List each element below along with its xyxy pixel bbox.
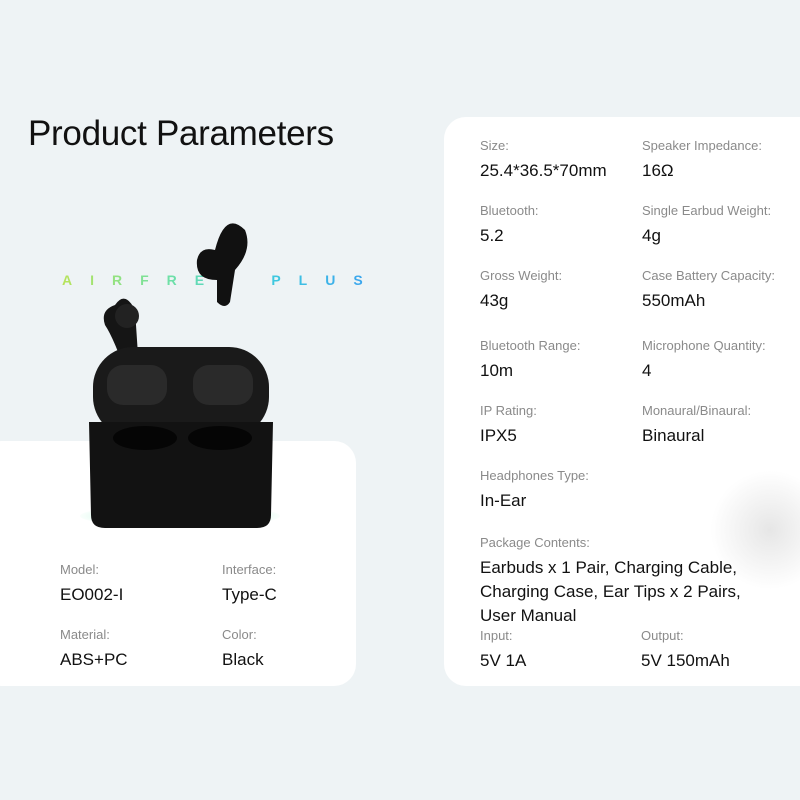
spec-value: 10m xyxy=(480,361,514,380)
spec-field: Output: 5V 150mAh xyxy=(641,628,730,673)
spec-field: Material: ABS+PC xyxy=(60,627,128,672)
page-title: Product Parameters xyxy=(28,114,334,153)
spec-field: Input: 5V 1A xyxy=(480,628,526,673)
spec-label: Speaker Impedance: xyxy=(642,138,762,153)
spec-value: Binaural xyxy=(642,426,705,445)
spec-label: Monaural/Binaural: xyxy=(642,403,752,418)
spec-value: ABS+PC xyxy=(60,650,128,669)
spec-label: Gross Weight: xyxy=(480,268,563,283)
spec-label: Bluetooth Range: xyxy=(480,338,581,353)
spec-label: Size: xyxy=(480,138,509,153)
spec-field: Bluetooth Range: 10m xyxy=(480,338,580,383)
spec-label: IP Rating: xyxy=(480,403,537,418)
spec-value: IPX5 xyxy=(480,426,517,445)
spec-label: Bluetooth: xyxy=(480,203,539,218)
spec-value: 25.4*36.5*70mm xyxy=(480,161,607,180)
spec-field: Gross Weight: 43g xyxy=(480,268,562,313)
spec-label: Color: xyxy=(222,627,257,642)
spec-value: 550mAh xyxy=(642,291,706,310)
spec-value: 4 xyxy=(642,361,652,380)
spec-field: Case Battery Capacity: 550mAh xyxy=(642,268,775,313)
spec-field: Bluetooth: 5.2 xyxy=(480,203,539,248)
spec-label: Input: xyxy=(480,628,513,643)
spec-label: Model: xyxy=(60,562,100,577)
spec-label: Single Earbud Weight: xyxy=(642,203,772,218)
spec-value: 16Ω xyxy=(642,161,674,180)
spec-field: Color: Black xyxy=(222,627,264,672)
spec-label: Microphone Quantity: xyxy=(642,338,766,353)
spec-card-right xyxy=(444,117,800,686)
spec-field: IP Rating: IPX5 xyxy=(480,403,537,448)
spec-field: Interface: Type-C xyxy=(222,562,277,607)
spec-value: EO002-I xyxy=(60,585,124,604)
spec-field: Single Earbud Weight: 4g xyxy=(642,203,771,248)
spec-label: Case Battery Capacity: xyxy=(642,268,775,283)
spec-value: 5.2 xyxy=(480,226,504,245)
spec-field: Size: 25.4*36.5*70mm xyxy=(480,138,607,183)
spec-label: Output: xyxy=(641,628,684,643)
spec-value: 5V 1A xyxy=(480,651,527,670)
spec-value: Earbuds x 1 Pair, Charging Cable, Chargi… xyxy=(480,558,741,625)
spec-label: Interface: xyxy=(222,562,277,577)
spec-value: 5V 150mAh xyxy=(641,651,730,670)
earbuds-product-image xyxy=(89,223,273,528)
spec-label: Material: xyxy=(60,627,110,642)
spec-value: Black xyxy=(222,650,264,669)
spec-value: In-Ear xyxy=(480,491,527,510)
spec-label: Headphones Type: xyxy=(480,468,589,483)
brand-logo: AIRFREE PLUS xyxy=(62,272,381,288)
decorative-blur xyxy=(710,470,800,590)
spec-value: 43g xyxy=(480,291,509,310)
spec-field: Headphones Type: In-Ear xyxy=(480,468,589,513)
spec-field: Monaural/Binaural: Binaural xyxy=(642,403,751,448)
spec-label: Package Contents: xyxy=(480,535,590,550)
spec-field: Microphone Quantity: 4 xyxy=(642,338,766,383)
spec-field: Speaker Impedance: 16Ω xyxy=(642,138,762,183)
spec-field: Package Contents: Earbuds x 1 Pair, Charg… xyxy=(480,535,780,628)
spec-value: 4g xyxy=(642,226,661,245)
spec-value: Type-C xyxy=(222,585,277,604)
spec-field: Model: EO002-I xyxy=(60,562,123,607)
